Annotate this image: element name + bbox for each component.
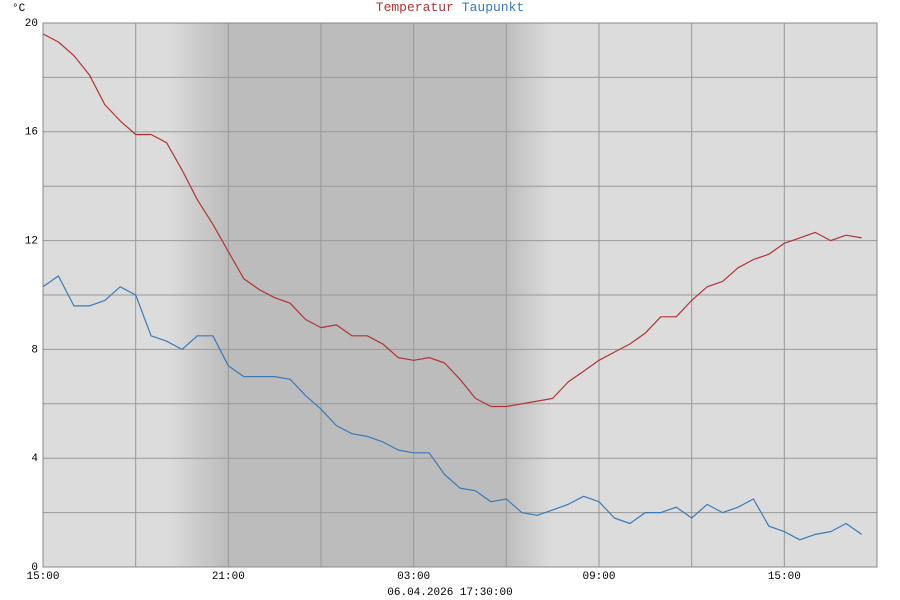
legend-entry: Taupunkt xyxy=(462,0,524,15)
y-tick-label: 8 xyxy=(31,344,38,356)
x-tick-label: 15:00 xyxy=(768,571,801,583)
series-line xyxy=(42,275,862,541)
x-tick-label: 15:00 xyxy=(26,571,59,583)
x-tick-label: 21:00 xyxy=(212,571,245,583)
y-tick-label: 20 xyxy=(25,18,38,30)
y-tick-label: 12 xyxy=(25,236,38,248)
footer-date: 06.04.2026 17:30:00 xyxy=(387,587,512,599)
plot-frame xyxy=(42,22,878,568)
y-tick-label: 16 xyxy=(25,127,38,139)
legend: Temperatur Taupunkt xyxy=(376,0,524,15)
x-tick-label: 09:00 xyxy=(582,571,615,583)
x-tick-label: 03:00 xyxy=(397,571,430,583)
y-unit: °C xyxy=(12,3,26,15)
lines xyxy=(42,33,862,541)
legend-entry: Temperatur xyxy=(376,0,454,15)
y-tick-label: 0 xyxy=(31,562,38,574)
legend-text: Temperatur Taupunkt xyxy=(376,0,524,15)
y-tick-label: 4 xyxy=(31,453,38,465)
series-line xyxy=(42,33,862,408)
